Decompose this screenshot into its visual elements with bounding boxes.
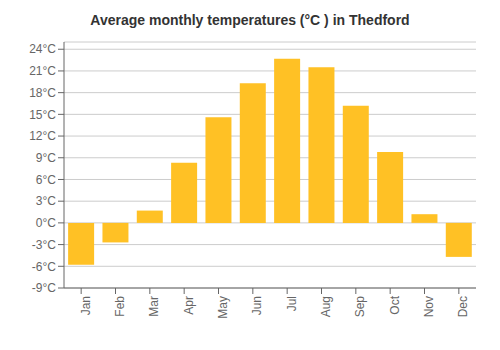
svg-text:18°C: 18°C — [29, 86, 56, 100]
svg-text:-6°C: -6°C — [32, 260, 56, 274]
svg-text:Aug: Aug — [319, 296, 333, 317]
svg-text:0°C: 0°C — [36, 216, 56, 230]
svg-text:15°C: 15°C — [29, 108, 56, 122]
svg-text:9°C: 9°C — [36, 151, 56, 165]
svg-text:May: May — [216, 296, 230, 319]
svg-text:Sep: Sep — [353, 296, 367, 318]
svg-text:-3°C: -3°C — [32, 238, 56, 252]
svg-text:6°C: 6°C — [36, 173, 56, 187]
svg-text:Jul: Jul — [285, 296, 299, 311]
svg-text:Mar: Mar — [147, 296, 161, 317]
svg-text:24°C: 24°C — [29, 42, 56, 56]
svg-text:Oct: Oct — [388, 295, 402, 314]
svg-text:Jun: Jun — [250, 296, 264, 315]
svg-text:12°C: 12°C — [29, 129, 56, 143]
svg-text:Feb: Feb — [113, 296, 127, 317]
svg-text:Dec: Dec — [456, 296, 470, 317]
svg-text:Nov: Nov — [422, 296, 436, 317]
svg-text:Apr: Apr — [182, 296, 196, 315]
svg-text:Jan: Jan — [79, 296, 93, 315]
svg-text:-9°C: -9°C — [32, 281, 56, 295]
svg-text:3°C: 3°C — [36, 194, 56, 208]
html-text:Average monthly temperatures (: Average monthly temperatures (°C ) in Th… — [90, 12, 410, 28]
svg-text:21°C: 21°C — [29, 64, 56, 78]
